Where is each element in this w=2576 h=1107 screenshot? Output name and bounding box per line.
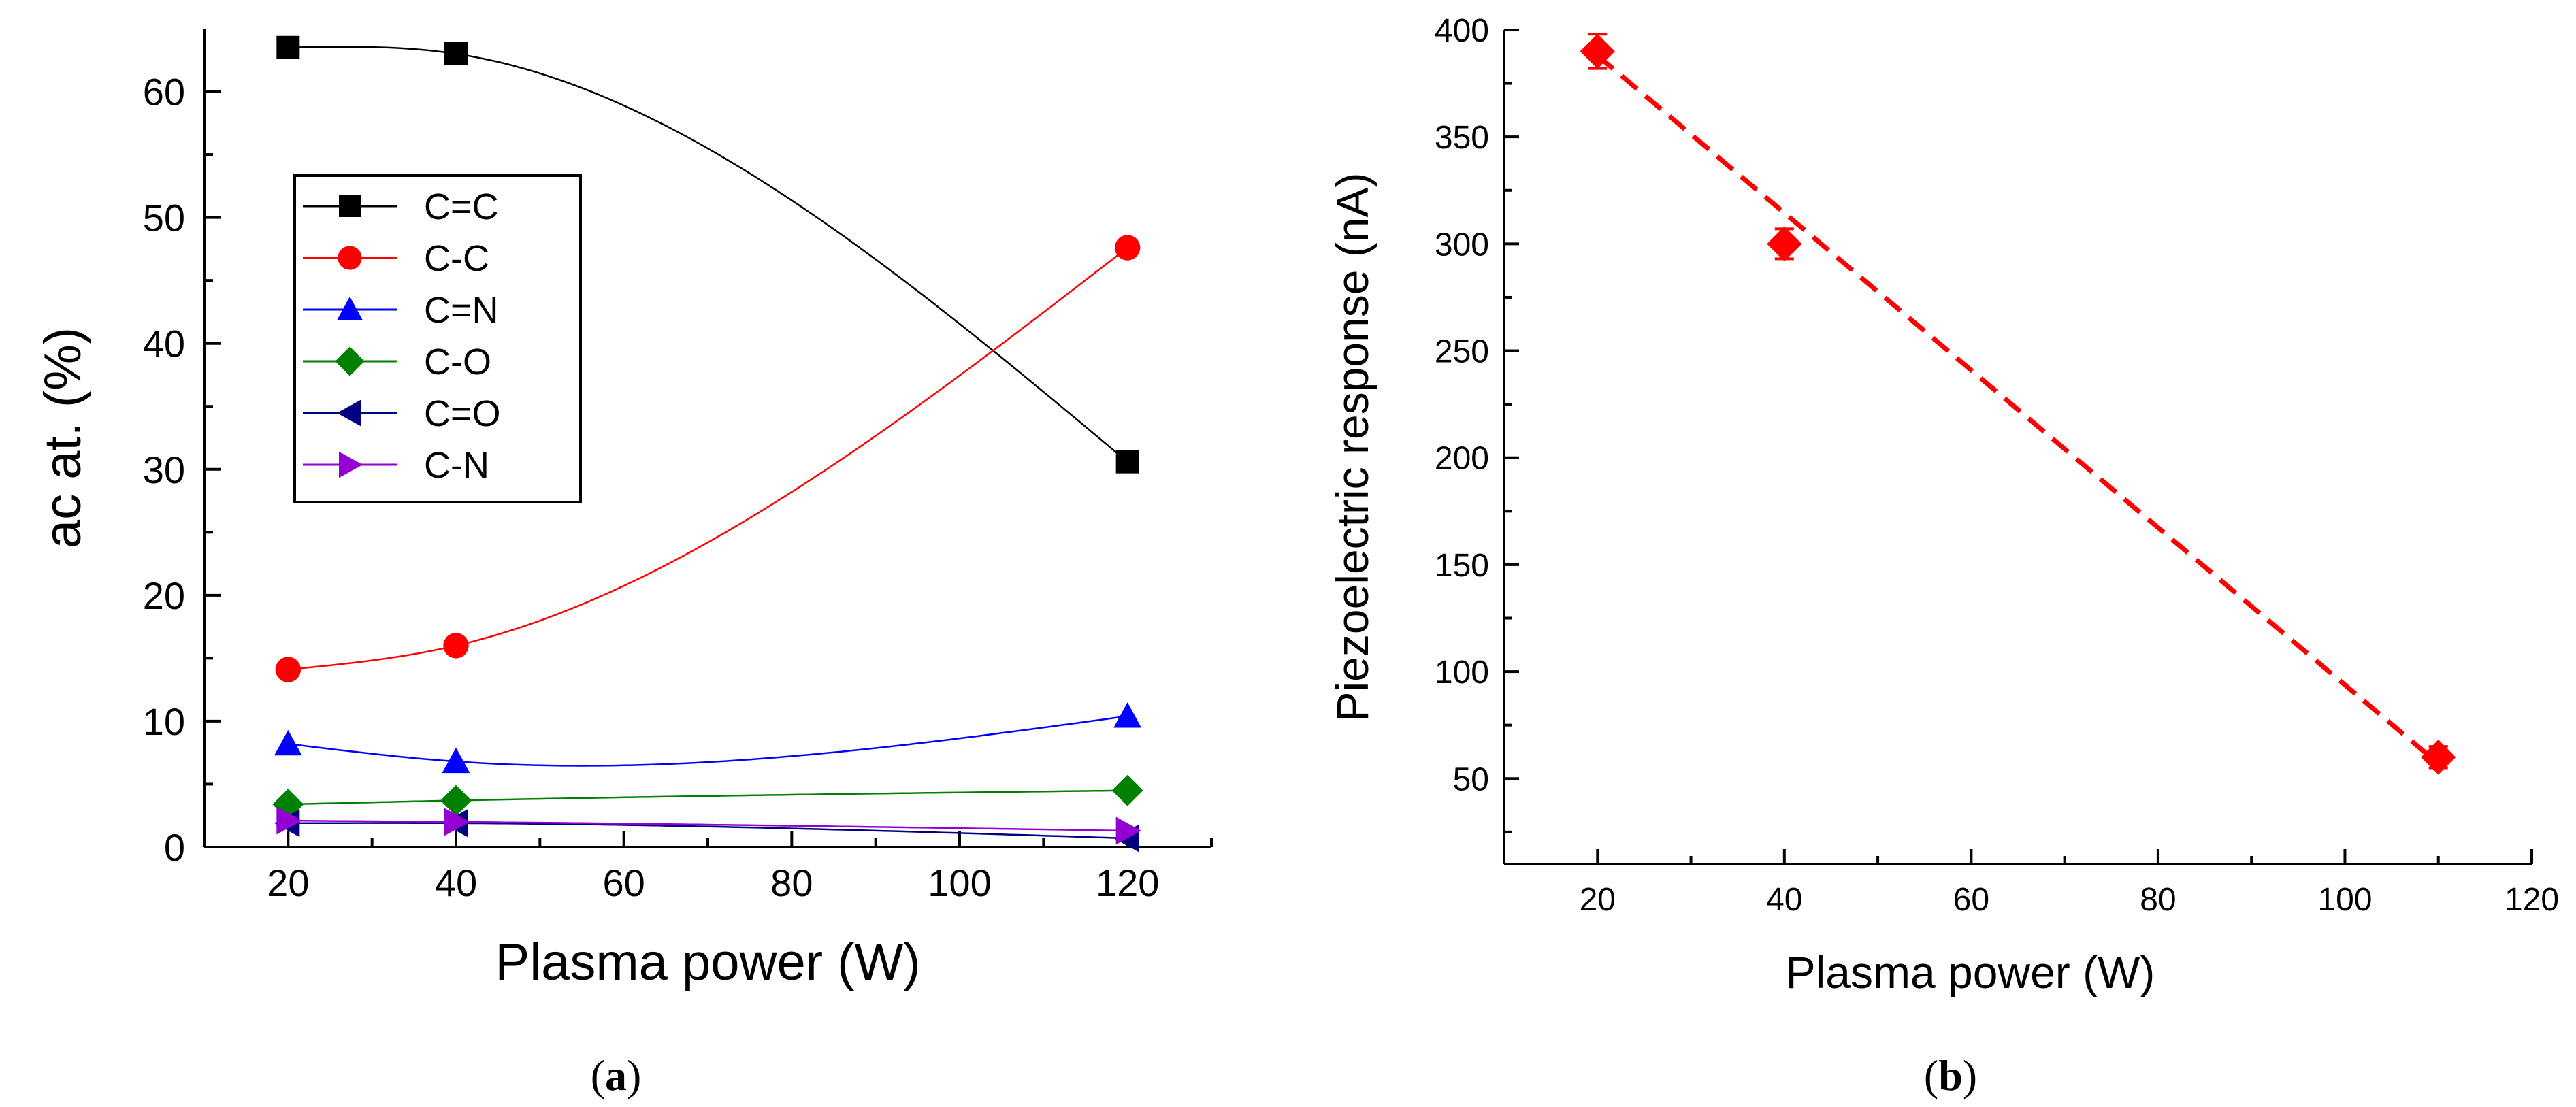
chart-a-legend-marker — [336, 296, 363, 320]
chart-a-series-line — [288, 822, 1128, 840]
chart-a-x-tick-label: 80 — [770, 861, 813, 904]
chart-b-y-tick-label: 400 — [1435, 13, 1489, 49]
chart-a-legend-marker — [336, 399, 361, 427]
chart-a-data-point — [444, 42, 468, 66]
chart-a-legend-label: C=O — [424, 393, 501, 434]
chart-b-x-tick-label: 20 — [1580, 882, 1616, 918]
chart-b-y-tick-label: 50 — [1453, 761, 1489, 797]
chart-a-y-tick-label: 40 — [143, 323, 185, 365]
chart-b-y-tick-label: 250 — [1435, 334, 1489, 370]
chart-a-ticks: 0 10 20 30 40 50 60 20 40 60 80 100 120 — [143, 29, 1213, 904]
chart-b-y-tick-label: 150 — [1435, 548, 1489, 584]
chart-b-y-tick-label: 100 — [1435, 655, 1489, 691]
chart-a-legend-label: C-N — [424, 445, 489, 486]
chart-a-data-point — [1115, 816, 1142, 845]
chart-b-ticks: 50 100 150 200 250 300 350 400 20 40 60 80 100 120 — [1435, 13, 2559, 918]
chart-a-data-point — [1115, 450, 1139, 474]
chart-a-series-line — [288, 789, 1128, 806]
chart-a-data-point — [1114, 235, 1141, 261]
chart-b-x-tick-label: 80 — [2140, 882, 2176, 918]
chart-b-y-tick-label: 300 — [1435, 227, 1489, 263]
chart-a-legend-label: C=C — [424, 186, 499, 227]
chart-a-y-tick-label: 0 — [164, 826, 185, 869]
chart-a-curves — [288, 46, 1128, 840]
chart-a-series-line — [288, 247, 1128, 671]
chart-b-x-tick-label: 40 — [1766, 882, 1802, 918]
chart-a-markers — [272, 35, 1143, 853]
chart-a-x-tick-label: 120 — [1096, 861, 1159, 904]
chart-a-y-axis-label: ac at. (%) — [34, 327, 92, 548]
chart-a-legend-marker — [339, 195, 361, 217]
chart-a-legend: C=C C-C C=N C-O C=O C-N — [293, 174, 582, 503]
chart-a-data-point — [442, 747, 470, 774]
panel-label-a: (a) — [591, 1051, 642, 1100]
chart-a-series-line — [288, 819, 1128, 832]
chart-a-data-point — [1113, 702, 1142, 728]
chart-a-data-point — [274, 729, 302, 756]
chart-a-data-point — [276, 806, 302, 835]
chart-a-legend-frame — [293, 174, 582, 503]
chart-a-x-tick-label: 60 — [603, 861, 645, 904]
chart-a-data-point — [276, 35, 300, 59]
panel-label-b: (b) — [1924, 1051, 1977, 1100]
chart-b-data-point — [1767, 226, 1802, 262]
chart-a-x-tick-label: 100 — [928, 861, 991, 904]
chart-a-x-tick-label: 40 — [435, 861, 477, 904]
chart-a-legend-marker — [335, 346, 365, 376]
chart-b-fit-line — [1596, 54, 2440, 765]
chart-a-data-point — [275, 657, 301, 682]
chart-a-x-tick-label: 20 — [267, 861, 309, 904]
chart-a-legend-label: C-C — [424, 238, 489, 279]
chart-a-series-line — [288, 46, 1128, 463]
chart-a-legend-label: C-O — [424, 342, 491, 382]
chart-a-legend-marker — [339, 451, 363, 478]
chart-a-y-tick-label: 10 — [143, 700, 185, 743]
chart-b: 50 100 150 200 250 300 350 400 20 40 60 80 100 120 Pi… — [1327, 13, 2559, 1100]
chart-a-x-axis-label: Plasma power (W) — [495, 933, 921, 991]
chart-b-y-tick-label: 350 — [1435, 120, 1489, 156]
chart-a-data-point — [443, 633, 469, 659]
chart-b-x-tick-label: 120 — [2505, 882, 2559, 918]
chart-a-y-tick-label: 60 — [143, 71, 185, 114]
chart-b-x-axis-label: Plasma power (W) — [1786, 947, 2155, 997]
chart-a: 0 10 20 30 40 50 60 20 40 60 80 100 120 ac at. (%) P… — [34, 29, 1213, 1100]
chart-a-y-tick-label: 50 — [143, 197, 185, 239]
chart-a-data-point — [440, 784, 472, 816]
chart-b-x-tick-label: 100 — [2317, 882, 2372, 918]
chart-a-data-point — [1111, 774, 1143, 806]
chart-b-x-tick-label: 60 — [1953, 882, 1989, 918]
chart-b-y-axis-label: Piezoelectric response (nA) — [1327, 172, 1377, 721]
chart-b-fit-line-segment — [1596, 54, 2440, 765]
chart-b-data-point — [1580, 33, 1615, 69]
chart-a-series-line — [288, 715, 1128, 767]
chart-a-data-point — [444, 808, 470, 836]
chart-a-y-tick-label: 30 — [143, 448, 185, 491]
chart-b-data-point — [2421, 740, 2456, 775]
chart-a-y-tick-label: 20 — [143, 574, 185, 617]
chart-b-markers — [1580, 33, 2456, 775]
chart-a-legend-marker — [338, 246, 362, 270]
chart-b-y-tick-label: 200 — [1435, 441, 1489, 477]
chart-a-legend-label: C=N — [424, 290, 499, 331]
